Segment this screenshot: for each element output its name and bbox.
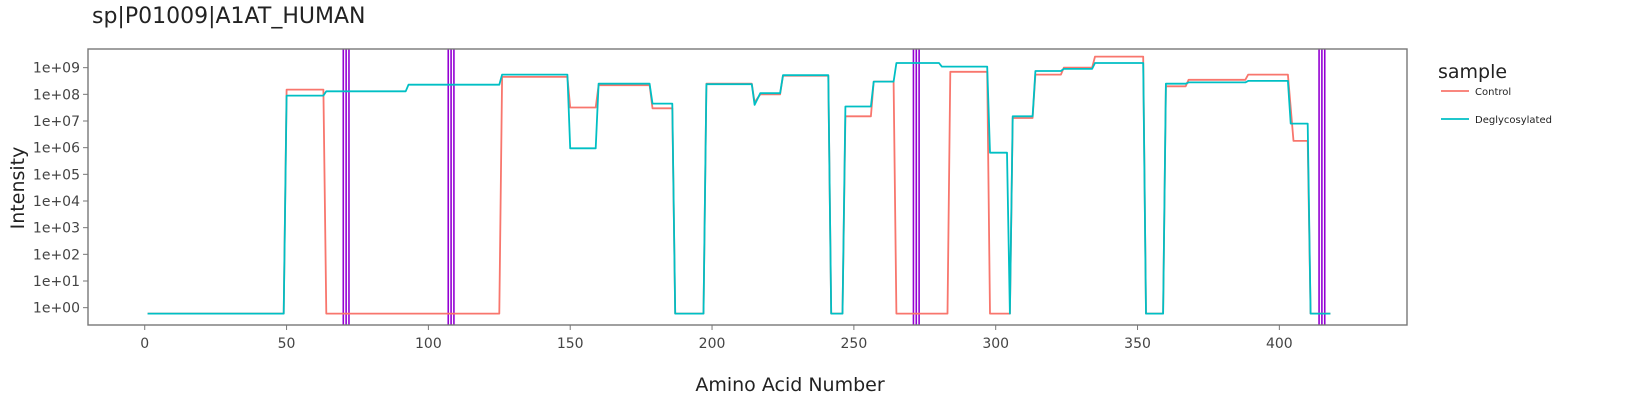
chart-title: sp|P01009|A1AT_HUMAN	[92, 4, 366, 29]
x-tick-label: 150	[557, 336, 584, 352]
y-tick-label: 1e+07	[33, 114, 80, 130]
x-tick-label: 350	[1124, 336, 1151, 352]
x-tick-label: 250	[841, 336, 868, 352]
series-line-control	[147, 55, 1331, 315]
y-tick-label: 1e+06	[33, 141, 80, 157]
legend-title: sample	[1438, 61, 1507, 83]
legend-label-control: Control	[1475, 87, 1511, 98]
y-axis: 1e+00 1e+01 1e+02 1e+03 1e+04 1e+05 1e+06 1e+07…	[33, 61, 88, 317]
x-tick-label: 200	[699, 336, 726, 352]
y-tick-label: 1e+08	[33, 87, 80, 103]
x-tick-label: 100	[415, 336, 442, 352]
y-tick-label: 1e+09	[33, 61, 80, 77]
x-axis-title: Amino Acid Number	[695, 374, 884, 396]
y-tick-label: 1e+01	[33, 274, 80, 290]
y-tick-label: 1e+02	[33, 247, 80, 263]
series-line-deglycosylated	[147, 62, 1331, 315]
y-tick-label: 1e+03	[33, 221, 80, 237]
x-tick-label: 50	[278, 336, 296, 352]
y-tick-label: 1e+05	[33, 167, 80, 183]
x-tick-label: 300	[982, 336, 1009, 352]
y-tick-label: 1e+00	[33, 301, 80, 317]
y-axis-title: Intensity	[7, 147, 29, 230]
legend: sample Control Deglycosylated	[1438, 61, 1552, 126]
series-lines	[147, 55, 1331, 315]
x-tick-label: 0	[140, 336, 149, 352]
y-tick-label: 1e+04	[33, 194, 80, 210]
vertical-markers	[342, 49, 1326, 325]
legend-label-deglycosylated: Deglycosylated	[1475, 115, 1552, 126]
plot-frame	[87, 48, 1408, 326]
x-tick-label: 400	[1266, 336, 1293, 352]
x-axis: 0 50 100 150 200 250 300 350 400	[140, 325, 1293, 352]
